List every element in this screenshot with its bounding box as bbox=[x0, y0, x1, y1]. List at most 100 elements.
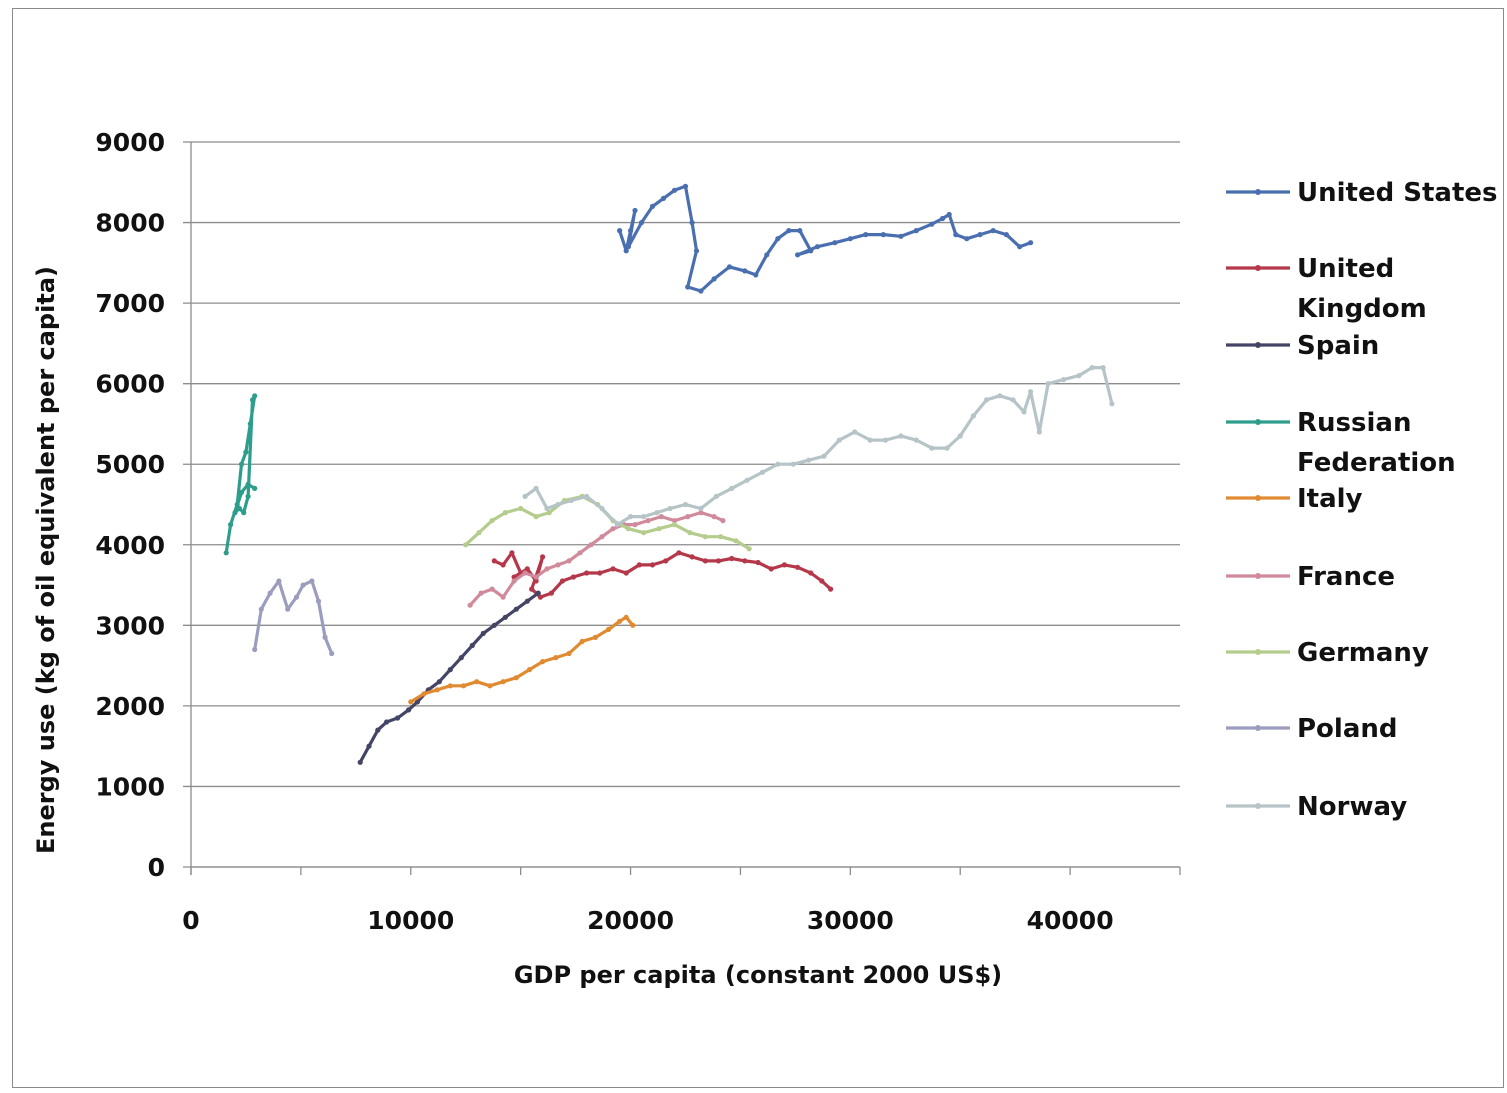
x-axis-ticks: 0 10000 20000 30000 40000 bbox=[182, 867, 1181, 935]
legend-marker bbox=[1255, 419, 1261, 425]
data-point bbox=[623, 614, 629, 620]
data-point bbox=[775, 461, 781, 467]
data-point bbox=[946, 211, 952, 218]
data-point bbox=[579, 638, 585, 645]
data-point bbox=[671, 522, 678, 528]
data-point bbox=[663, 558, 669, 564]
data-point bbox=[236, 505, 242, 512]
data-point bbox=[636, 562, 642, 568]
x-tick-label: 0 bbox=[182, 906, 199, 935]
legend-label: France bbox=[1297, 562, 1395, 592]
data-point bbox=[638, 220, 645, 226]
data-point bbox=[315, 598, 322, 604]
y-tick-label: 8000 bbox=[95, 209, 165, 238]
data-point bbox=[228, 522, 234, 528]
data-point bbox=[786, 228, 792, 234]
y-tick-label: 7000 bbox=[95, 289, 165, 318]
data-point bbox=[375, 727, 381, 733]
data-point bbox=[223, 550, 229, 556]
data-point bbox=[460, 683, 467, 689]
data-point bbox=[781, 562, 788, 568]
data-point bbox=[1003, 232, 1010, 238]
data-point bbox=[617, 618, 623, 624]
data-point bbox=[718, 534, 724, 540]
data-point bbox=[555, 562, 561, 568]
legend-marker bbox=[1255, 265, 1261, 271]
y-tick-label: 9000 bbox=[95, 128, 165, 157]
data-point bbox=[929, 221, 935, 227]
data-point bbox=[610, 526, 616, 532]
data-point bbox=[744, 477, 750, 483]
data-point bbox=[513, 675, 519, 681]
data-point bbox=[658, 514, 664, 520]
chart-frame bbox=[12, 8, 1504, 1088]
data-point bbox=[241, 509, 247, 516]
data-point bbox=[702, 534, 708, 540]
data-point bbox=[566, 558, 572, 564]
data-point bbox=[660, 195, 667, 201]
data-point bbox=[957, 433, 963, 439]
data-point bbox=[610, 566, 616, 572]
data-point bbox=[828, 586, 834, 592]
x-axis-title: GDP per capita (constant 2000 US$) bbox=[514, 961, 1002, 989]
data-point bbox=[568, 497, 574, 504]
data-point bbox=[614, 522, 621, 528]
data-point bbox=[632, 207, 638, 214]
data-point bbox=[729, 485, 735, 491]
y-tick-label: 5000 bbox=[95, 450, 165, 479]
data-point bbox=[764, 252, 770, 258]
data-point bbox=[1100, 365, 1106, 371]
data-point bbox=[929, 445, 935, 451]
y-axis-title: Energy use (kg of oil equivalent per cap… bbox=[32, 266, 60, 854]
data-point bbox=[656, 526, 662, 532]
legend-marker bbox=[1255, 803, 1261, 809]
y-tick-label: 1000 bbox=[95, 772, 165, 801]
data-point bbox=[502, 509, 508, 516]
data-point bbox=[458, 655, 464, 661]
data-point bbox=[1036, 429, 1042, 435]
data-point bbox=[628, 228, 634, 234]
data-point bbox=[628, 514, 634, 520]
legend-label: United States bbox=[1297, 178, 1498, 208]
data-point bbox=[234, 501, 240, 508]
data-point bbox=[821, 453, 827, 459]
series-line-poland bbox=[253, 579, 334, 656]
data-point bbox=[632, 522, 638, 528]
data-point bbox=[329, 650, 335, 657]
data-point bbox=[715, 558, 722, 564]
data-point bbox=[797, 228, 803, 234]
data-point bbox=[687, 530, 693, 536]
data-point bbox=[309, 578, 315, 584]
data-point bbox=[414, 699, 420, 705]
data-point bbox=[720, 518, 726, 524]
data-point bbox=[592, 634, 599, 641]
data-point bbox=[252, 646, 258, 653]
data-point bbox=[832, 240, 838, 246]
series-line-russian-federation bbox=[224, 394, 257, 555]
data-point bbox=[685, 284, 691, 290]
data-point bbox=[882, 437, 889, 443]
data-point bbox=[671, 187, 678, 193]
data-point bbox=[645, 518, 651, 524]
data-point bbox=[491, 622, 497, 628]
data-point bbox=[713, 493, 719, 499]
data-point bbox=[489, 518, 495, 524]
data-point bbox=[511, 578, 517, 584]
data-point bbox=[795, 564, 801, 570]
data-point bbox=[533, 485, 539, 491]
data-point bbox=[867, 437, 873, 443]
data-point bbox=[502, 614, 508, 620]
data-point bbox=[689, 220, 695, 226]
data-point bbox=[276, 578, 282, 584]
data-point bbox=[526, 667, 533, 673]
data-point bbox=[599, 534, 605, 540]
data-point bbox=[584, 570, 590, 576]
data-point bbox=[630, 622, 636, 628]
data-point bbox=[682, 183, 689, 189]
data-point bbox=[623, 570, 629, 576]
data-point bbox=[676, 550, 682, 556]
legend-marker bbox=[1255, 573, 1261, 579]
data-point bbox=[500, 562, 506, 568]
data-point bbox=[469, 642, 475, 649]
data-point bbox=[726, 264, 733, 270]
